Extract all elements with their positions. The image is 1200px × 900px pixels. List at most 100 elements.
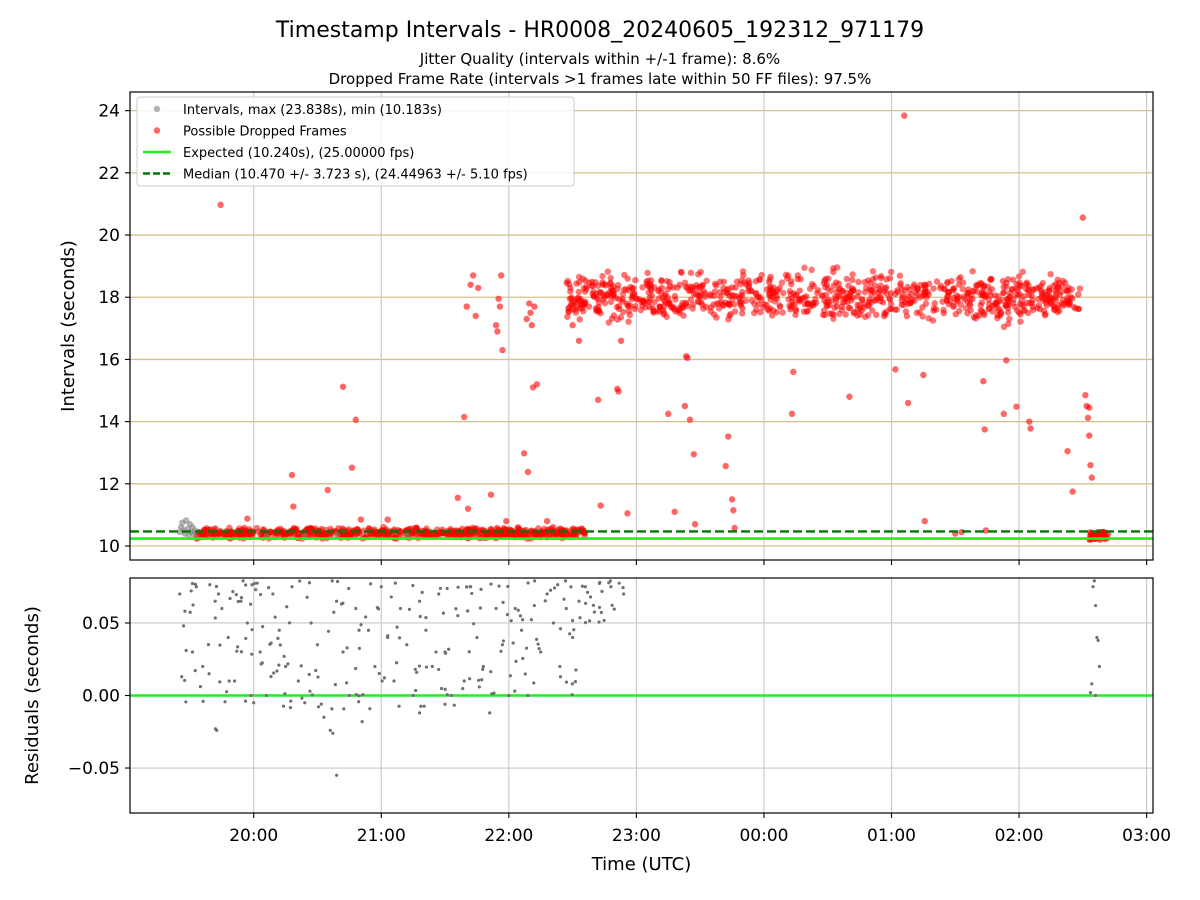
residual-point <box>621 585 625 590</box>
residual-point <box>288 706 293 710</box>
dropped-frame-point <box>780 289 787 297</box>
intervals-reference-lines <box>130 530 1153 540</box>
residual-point <box>198 685 202 689</box>
legend-label: Possible Dropped Frames <box>183 125 347 140</box>
dropped-frame-point <box>671 508 678 516</box>
dropped-frame-point <box>732 284 739 291</box>
dropped-frame-point <box>835 286 842 293</box>
dropped-frame-point <box>860 304 868 311</box>
residual-point <box>405 643 409 647</box>
dropped-frame-point <box>713 282 720 289</box>
residual-point <box>285 605 289 609</box>
dropped-frame-point <box>981 293 989 300</box>
dropped-frame-point <box>1042 291 1050 298</box>
residual-point <box>569 585 573 589</box>
residual-point <box>181 624 186 628</box>
dropped-frame-point <box>1012 291 1020 298</box>
dropped-frame-point <box>632 302 639 310</box>
dropped-frame-point <box>960 279 967 286</box>
dropped-frame-point <box>717 293 724 300</box>
residual-point <box>330 579 334 583</box>
residual-point <box>239 596 244 600</box>
dropped-frame-point <box>1019 268 1026 275</box>
residual-point <box>368 707 372 711</box>
dropped-frame-point <box>950 303 957 310</box>
dropped-frame-point <box>859 296 866 303</box>
residual-point <box>488 711 492 715</box>
dropped-frame-point <box>1004 309 1012 316</box>
dropped-frame-point <box>757 308 764 316</box>
residual-point <box>422 704 426 708</box>
residual-point <box>269 674 273 679</box>
residual-point <box>310 693 314 697</box>
dropped-frame-point <box>1055 279 1063 287</box>
dropped-frame-point <box>804 307 811 315</box>
residual-point <box>580 584 584 588</box>
residual-point <box>548 588 553 592</box>
dropped-frame-point <box>791 301 798 308</box>
residual-point <box>521 656 525 661</box>
dropped-frame-point <box>228 528 236 535</box>
residual-point <box>572 628 576 632</box>
dropped-frame-point <box>682 300 690 308</box>
dropped-frame-point <box>849 276 856 284</box>
residual-point <box>501 639 506 643</box>
dropped-frame-point <box>610 312 618 319</box>
residual-point <box>299 664 303 668</box>
residual-point <box>583 621 588 625</box>
dropped-frame-point <box>1013 280 1020 288</box>
dropped-frame-point <box>869 276 877 283</box>
dropped-frame-point <box>1020 302 1028 309</box>
dropped-frame-point <box>352 416 359 423</box>
dropped-frame-point <box>644 269 651 277</box>
residual-point <box>552 586 557 590</box>
dropped-frame-point <box>770 307 777 314</box>
dropped-frame-point <box>725 433 732 440</box>
dropped-frame-point <box>737 302 744 309</box>
dropped-frame-point <box>514 524 522 531</box>
dropped-frame-point <box>886 296 894 303</box>
residual-point <box>506 584 510 589</box>
residual-point <box>562 597 566 601</box>
dropped-frame-point <box>756 276 763 283</box>
residual-point <box>563 579 568 583</box>
residual-point <box>357 700 361 704</box>
residual-point <box>438 586 443 591</box>
residual-point <box>369 582 373 586</box>
residual-point <box>316 705 321 709</box>
dropped-frame-point <box>967 307 974 314</box>
dropped-frame-point <box>766 283 774 291</box>
residual-point <box>252 581 257 586</box>
residual-point <box>380 679 384 683</box>
dropped-frame-point <box>944 279 951 287</box>
intervals-ytick-label: 18 <box>98 288 120 308</box>
residual-point <box>305 595 309 599</box>
residual-point <box>276 636 280 640</box>
dropped-frame-point <box>602 291 610 299</box>
dropped-frame-point <box>843 275 851 283</box>
dropped-frame-point <box>665 298 672 305</box>
dropped-frame-point <box>955 275 963 283</box>
residual-point <box>190 581 195 586</box>
residual-point <box>556 583 560 587</box>
dropped-frame-point <box>1058 288 1065 295</box>
residual-point <box>424 615 428 620</box>
residual-point <box>236 645 240 649</box>
residual-point <box>243 699 248 703</box>
dropped-frame-point <box>765 307 773 314</box>
residual-point <box>612 607 616 611</box>
dropped-frame-point <box>753 289 760 297</box>
residual-point <box>417 711 422 715</box>
residual-point <box>501 600 505 604</box>
residual-point <box>309 621 313 625</box>
dropped-frame-point <box>969 268 976 275</box>
residual-point <box>570 682 574 686</box>
dropped-frame-point <box>626 311 634 319</box>
residual-point <box>183 678 187 683</box>
residual-point <box>241 579 245 583</box>
residual-point <box>500 643 505 647</box>
dropped-frame-point <box>973 312 980 319</box>
dropped-frame-point <box>674 284 681 291</box>
residual-point <box>586 590 590 594</box>
residual-point <box>558 664 562 669</box>
